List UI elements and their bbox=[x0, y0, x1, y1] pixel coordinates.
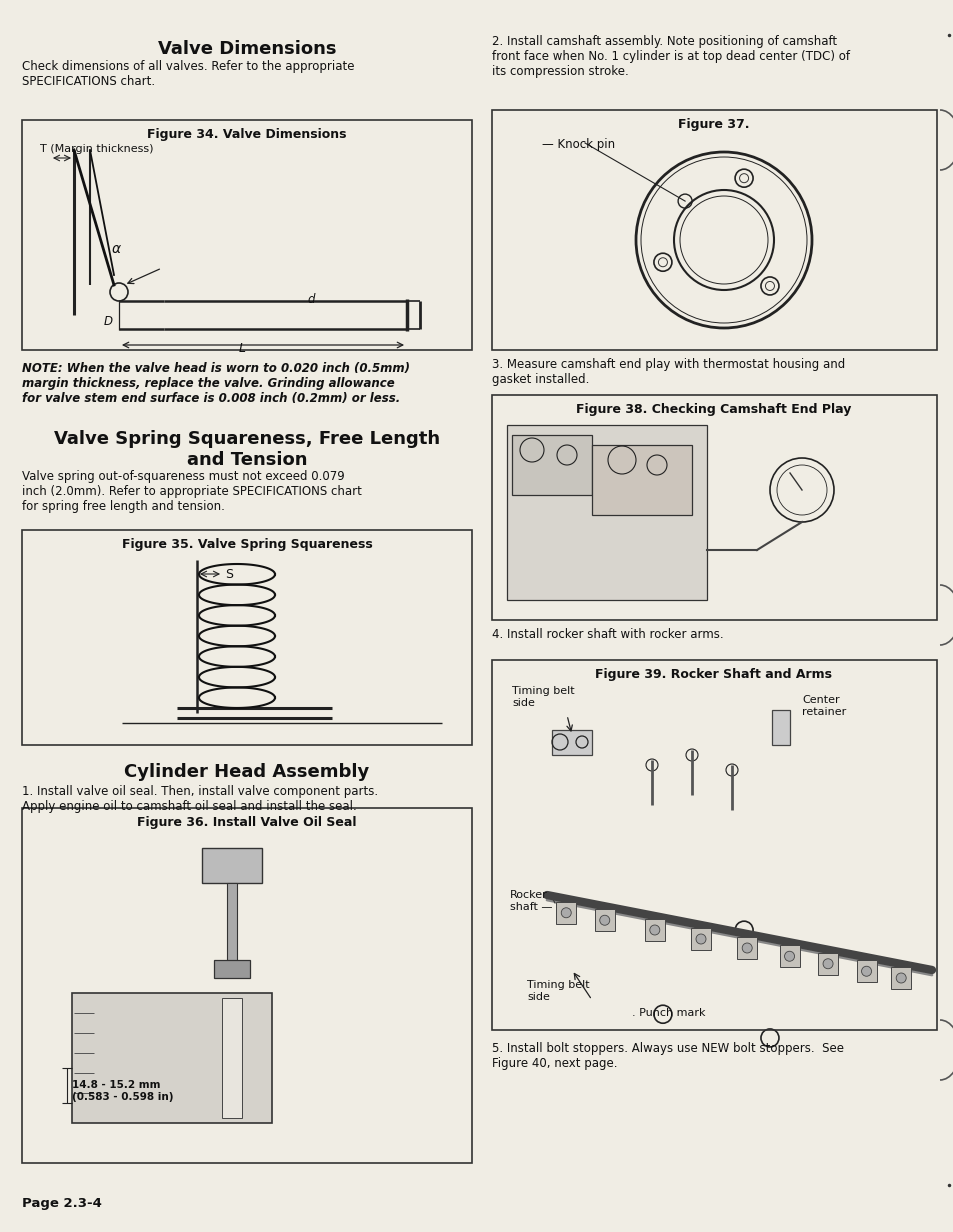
Text: d: d bbox=[307, 293, 314, 306]
Bar bbox=[227, 883, 236, 963]
Bar bbox=[492, 110, 936, 350]
Text: Valve Spring Squareness, Free Length
and Tension: Valve Spring Squareness, Free Length and… bbox=[54, 430, 439, 469]
Bar bbox=[737, 938, 757, 958]
Bar bbox=[592, 445, 691, 515]
Bar bbox=[771, 710, 789, 745]
Bar bbox=[890, 967, 910, 989]
Text: 3. Measure camshaft end play with thermostat housing and
gasket installed.: 3. Measure camshaft end play with thermo… bbox=[492, 359, 844, 386]
Bar bbox=[856, 960, 876, 982]
Text: 1. Install valve oil seal. Then, install valve component parts.
Apply engine oil: 1. Install valve oil seal. Then, install… bbox=[22, 785, 377, 813]
Bar bbox=[202, 848, 262, 883]
Circle shape bbox=[649, 925, 659, 935]
Bar bbox=[690, 928, 710, 950]
Text: . Punch mark: . Punch mark bbox=[631, 1008, 705, 1018]
Text: — Knock pin: — Knock pin bbox=[541, 138, 615, 152]
Bar bbox=[222, 998, 242, 1117]
Text: Figure 39. Rocker Shaft and Arms: Figure 39. Rocker Shaft and Arms bbox=[595, 668, 832, 681]
Bar bbox=[556, 902, 576, 924]
Text: Valve spring out-of-squareness must not exceed 0.079
inch (2.0mm). Refer to appr: Valve spring out-of-squareness must not … bbox=[22, 469, 361, 513]
Circle shape bbox=[696, 934, 705, 944]
Text: Rocker
shaft —: Rocker shaft — bbox=[510, 890, 552, 912]
Bar bbox=[213, 960, 250, 978]
Bar bbox=[492, 395, 936, 620]
Bar bbox=[512, 435, 592, 495]
Text: Valve Dimensions: Valve Dimensions bbox=[157, 39, 335, 58]
Text: Figure 36. Install Valve Oil Seal: Figure 36. Install Valve Oil Seal bbox=[137, 816, 356, 829]
Text: Timing belt
side: Timing belt side bbox=[526, 979, 589, 1002]
Bar bbox=[644, 919, 664, 941]
Text: Figure 35. Valve Spring Squareness: Figure 35. Valve Spring Squareness bbox=[121, 538, 372, 551]
Text: α: α bbox=[112, 241, 121, 256]
Text: 2. Install camshaft assembly. Note positioning of camshaft
front face when No. 1: 2. Install camshaft assembly. Note posit… bbox=[492, 34, 849, 78]
Text: 14.8 - 15.2 mm
(0.583 - 0.598 in): 14.8 - 15.2 mm (0.583 - 0.598 in) bbox=[71, 1080, 173, 1101]
Bar bbox=[22, 120, 472, 350]
Circle shape bbox=[861, 966, 871, 976]
Bar bbox=[492, 660, 936, 1030]
Text: NOTE: When the valve head is worn to 0.020 inch (0.5mm)
margin thickness, replac: NOTE: When the valve head is worn to 0.0… bbox=[22, 362, 410, 405]
Text: Page 2.3-4: Page 2.3-4 bbox=[22, 1198, 102, 1210]
Text: Timing belt
side: Timing belt side bbox=[512, 686, 574, 707]
Bar bbox=[22, 530, 472, 745]
Text: T (Margin thickness): T (Margin thickness) bbox=[40, 144, 153, 154]
Circle shape bbox=[822, 958, 832, 968]
Text: Figure 38. Checking Camshaft End Play: Figure 38. Checking Camshaft End Play bbox=[576, 403, 851, 416]
Text: Cylinder Head Assembly: Cylinder Head Assembly bbox=[124, 763, 369, 781]
Bar bbox=[71, 993, 272, 1124]
Bar bbox=[552, 731, 592, 755]
Bar bbox=[506, 425, 706, 600]
Bar bbox=[22, 808, 472, 1163]
Circle shape bbox=[599, 915, 609, 925]
Circle shape bbox=[560, 908, 571, 918]
Text: Center
retainer: Center retainer bbox=[801, 695, 845, 717]
Text: S: S bbox=[225, 568, 233, 582]
Text: L: L bbox=[238, 342, 245, 355]
Text: Figure 34. Valve Dimensions: Figure 34. Valve Dimensions bbox=[147, 128, 346, 140]
Circle shape bbox=[895, 973, 905, 983]
Bar bbox=[817, 952, 837, 975]
Circle shape bbox=[741, 942, 751, 954]
Text: 4. Install rocker shaft with rocker arms.: 4. Install rocker shaft with rocker arms… bbox=[492, 628, 723, 641]
Text: Figure 37.: Figure 37. bbox=[678, 118, 749, 131]
Circle shape bbox=[783, 951, 794, 961]
Bar bbox=[779, 945, 799, 967]
Text: Check dimensions of all valves. Refer to the appropriate
SPECIFICATIONS chart.: Check dimensions of all valves. Refer to… bbox=[22, 60, 355, 87]
Text: 5. Install bolt stoppers. Always use NEW bolt stoppers.  See
Figure 40, next pag: 5. Install bolt stoppers. Always use NEW… bbox=[492, 1042, 843, 1071]
Bar bbox=[594, 909, 614, 931]
Text: D: D bbox=[104, 315, 112, 328]
